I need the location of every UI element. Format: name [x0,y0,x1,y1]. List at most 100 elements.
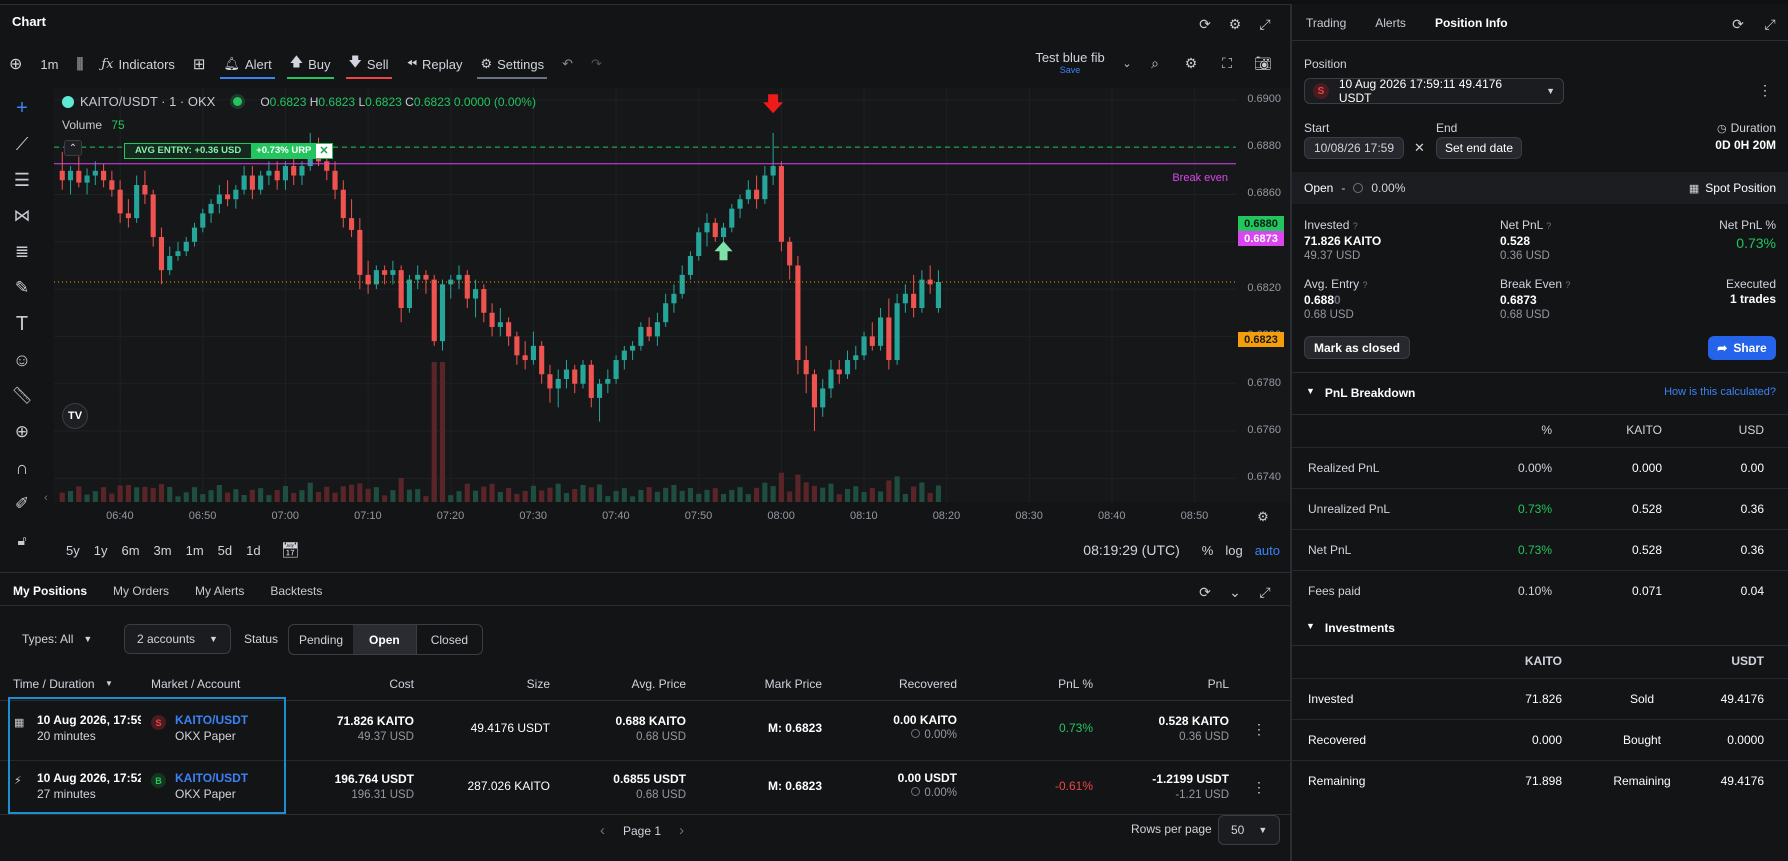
alert-button[interactable]: 🔔︎ Alert [214,49,280,79]
pnl-breakdown-toggle[interactable]: ▼ PnL Breakdown [1306,386,1415,400]
position-select[interactable]: S 10 Aug 2026 17:59:11 49.4176 USDT ▼ [1304,77,1564,105]
close-icon[interactable]: ✕ [315,143,333,159]
expand-icon[interactable]: ⤢ [1259,15,1271,32]
rows-per-page-select[interactable]: 50 ▼ [1218,815,1281,845]
tab-position-info[interactable]: Position Info [1434,16,1508,30]
tab-backtests[interactable]: Backtests [270,584,323,598]
range-3m[interactable]: 3m [153,542,172,558]
tradingview-logo[interactable]: TV [62,403,88,429]
help-icon[interactable]: ? [1362,280,1368,290]
help-icon[interactable]: ? [1546,221,1552,231]
tab-alerts[interactable]: Alerts [1375,16,1406,30]
status-pending[interactable]: Pending [299,633,344,647]
row-market-link[interactable]: KAITO/USDT [175,713,249,727]
redo-button[interactable]: ↷ [582,49,611,79]
replay-button[interactable]: ⏪︎ Replay [398,49,472,79]
accounts-filter[interactable]: 2 accounts ▼ [124,624,231,654]
more-vertical-icon[interactable]: ⋮ [1252,721,1266,737]
ruler-icon[interactable]: 📏︎ [11,386,33,405]
collapse-icon[interactable]: ⌄ [1229,583,1241,600]
pencil-lock-icon[interactable]: ✐ [14,494,30,513]
candle-type-button[interactable]: ⫼ [67,49,92,79]
refresh-icon[interactable]: ⟳ [1199,15,1211,32]
col-avg-price[interactable]: Avg. Price [631,677,686,691]
prev-page-icon[interactable]: ‹ [600,822,605,839]
buy-button[interactable]: 🡅 Buy [281,49,340,79]
gear-icon[interactable]: ⚙ [1184,54,1198,71]
layout-selector[interactable]: Test blue fib Save [1030,50,1110,75]
interval-button[interactable]: 1m [31,49,67,79]
gear-icon[interactable]: ⚙ [1228,15,1242,32]
time-axis[interactable]: 06:40 06:50 07:00 07:10 07:20 07:30 07:40 07:50… [54,502,1236,530]
auto-scale-toggle[interactable]: auto [1254,542,1280,558]
fib-icon[interactable]: ≣ [14,242,30,261]
refresh-icon[interactable]: ⟳ [1732,15,1744,32]
magnet-search-icon[interactable]: ⌕ [1151,54,1159,71]
text-icon[interactable]: T [15,312,29,335]
crosshair-icon[interactable]: + [16,96,28,119]
indicators-button[interactable]: ƒx Indicators [92,49,184,79]
table-row[interactable]: ▦ 10 Aug 2026, 17:59 20 minutes S KAITO/USDT… [0,703,1290,759]
col-size[interactable]: Size [526,677,550,691]
refresh-icon[interactable]: ⟳ [1199,583,1211,600]
table-row[interactable]: ⚡︎ 10 Aug 2026, 17:52 27 minutes B KAITO/USD… [0,760,1290,816]
col-time-duration[interactable]: Time / Duration [13,677,95,691]
col-pnl[interactable]: PnL [1207,677,1229,691]
chevron-down-icon[interactable]: ⌄ [1122,57,1132,70]
expand-icon[interactable]: ⤢ [1259,583,1271,600]
next-page-icon[interactable]: › [679,822,685,839]
fullscreen-icon[interactable]: ⛶ [1222,54,1232,71]
col-recovered[interactable]: Recovered [898,677,957,691]
col-mark-price[interactable]: Mark Price [764,677,822,691]
settings-button[interactable]: ⚙ Settings [471,49,553,79]
zoom-icon[interactable]: ⊕ [14,422,30,441]
how-calculated-link[interactable]: How is this calculated? [1664,386,1776,398]
types-filter[interactable]: Types: All ▼ [22,632,92,646]
range-6m[interactable]: 6m [121,542,140,558]
log-scale-toggle[interactable]: log [1225,542,1243,558]
tab-trading[interactable]: Trading [1306,16,1347,30]
status-open[interactable]: Open [353,625,416,654]
chart-pane[interactable]: KAITO/USDT · 1 · OKX O0.6823 H0.6823 L0.… [54,88,1236,502]
col-cost[interactable]: Cost [389,677,414,691]
expand-icon[interactable]: ⤢ [1764,15,1776,32]
pattern-icon[interactable]: ⋈ [13,206,31,225]
axis-settings-icon[interactable]: ⚙ [1257,509,1269,524]
help-icon[interactable]: ? [1352,221,1358,231]
help-icon[interactable]: ? [1565,280,1571,290]
tab-my-orders[interactable]: My Orders [113,584,170,598]
set-end-date-button[interactable]: Set end date [1436,137,1522,159]
undo-button[interactable]: ↶ [553,49,582,79]
percent-scale-toggle[interactable]: % [1201,542,1214,558]
sort-caret-icon[interactable]: ▼ [105,679,113,688]
share-button[interactable]: ➦ Share [1708,336,1776,360]
price-axis[interactable]: 0.69000.68800.68600.68400.68200.68000.67… [1236,88,1290,502]
trend-line-icon[interactable]: ⟋ [15,133,29,154]
tab-my-positions[interactable]: My Positions [13,584,88,598]
investments-toggle[interactable]: ▼ Investments [1306,621,1395,635]
clear-start-icon[interactable]: ✕ [1414,140,1425,155]
range-1m[interactable]: 1m [185,542,204,558]
calendar-range-icon[interactable]: 📅︎ [280,542,300,559]
col-market-account[interactable]: Market / Account [151,677,241,691]
magnet-icon[interactable]: ∩ [15,457,29,478]
range-1d[interactable]: 1d [246,542,261,558]
scroll-left-icon[interactable]: ‹ [44,492,48,504]
row-market-link[interactable]: KAITO/USDT [175,771,249,785]
more-vertical-icon[interactable]: ⋮ [1252,779,1266,795]
col-pnl-pct[interactable]: PnL % [1058,677,1093,691]
lock-icon[interactable]: 🔓︎ [17,531,27,548]
range-5d[interactable]: 5d [217,542,233,558]
horizontal-lines-icon[interactable]: ☰ [13,169,31,190]
add-symbol-button[interactable]: ⊕ [0,49,31,79]
camera-icon[interactable]: 📷︎ [1254,54,1272,71]
collapse-legend-button[interactable]: ⌃ [64,140,82,156]
range-5y[interactable]: 5y [66,542,80,558]
emoji-icon[interactable]: ☺ [12,349,32,370]
brush-icon[interactable]: ✎ [14,278,30,297]
status-closed[interactable]: Closed [415,625,482,654]
more-vertical-icon[interactable]: ⋮ [1758,82,1772,98]
mark-as-closed-button[interactable]: Mark as closed [1304,336,1410,359]
range-1y[interactable]: 1y [93,542,108,558]
start-date-field[interactable]: 10/08/26 17:59 [1304,137,1404,159]
